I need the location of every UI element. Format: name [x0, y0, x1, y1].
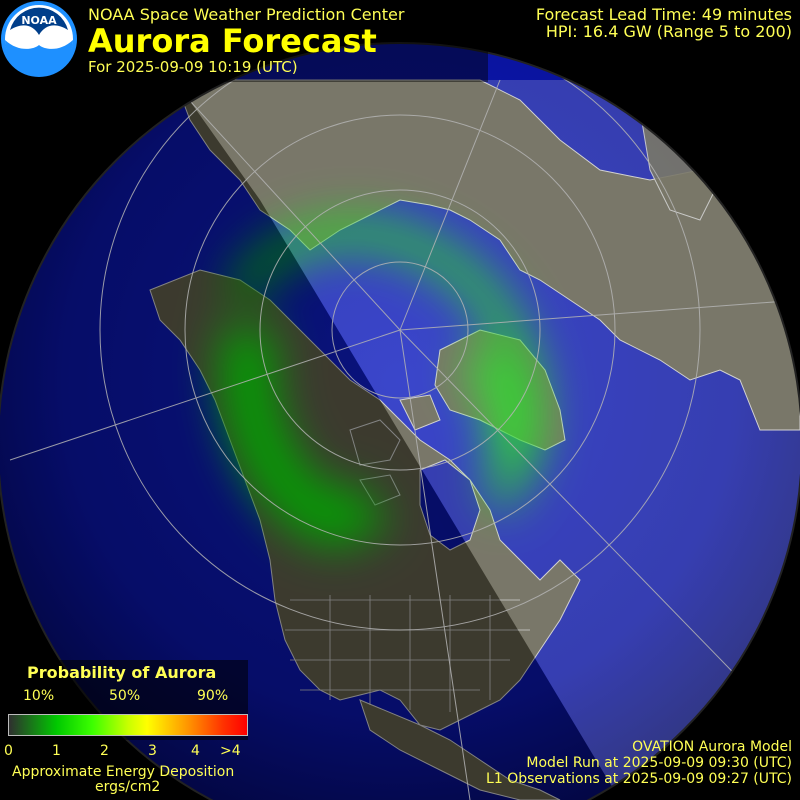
model-run-time: Model Run at 2025-09-09 09:30 (UTC)	[526, 755, 792, 771]
legend-tick-4: 4	[191, 743, 200, 759]
legend-percent-50: 50%	[109, 688, 140, 704]
legend-tick-2: 2	[100, 743, 109, 759]
hemispheric-power-index: HPI: 16.4 GW (Range 5 to 200)	[546, 22, 792, 41]
legend-tick-gt4: >4	[220, 743, 241, 759]
legend-percent-10: 10%	[23, 688, 54, 704]
legend-percent-90: 90%	[197, 688, 228, 704]
observation-time: L1 Observations at 2025-09-09 09:27 (UTC…	[486, 771, 792, 787]
forecast-valid-time: For 2025-09-09 10:19 (UTC)	[88, 58, 298, 76]
noaa-logo: NOAA	[1, 1, 77, 77]
legend-colorbar	[8, 714, 248, 736]
legend-tick-3: 3	[148, 743, 157, 759]
page-title: Aurora Forecast	[88, 22, 377, 60]
legend-title: Probability of Aurora	[27, 663, 216, 682]
model-name: OVATION Aurora Model	[632, 739, 792, 755]
legend-energy-label: Approximate Energy Deposition	[12, 764, 234, 780]
legend-tick-0: 0	[4, 743, 13, 759]
legend-energy-units: ergs/cm2	[95, 779, 160, 795]
noaa-logo-text: NOAA	[21, 14, 57, 27]
legend-tick-1: 1	[52, 743, 61, 759]
